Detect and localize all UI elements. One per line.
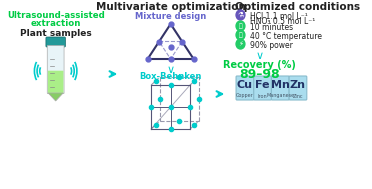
Circle shape: [236, 39, 245, 49]
Text: Mn: Mn: [271, 80, 290, 90]
Text: Box-Behnken: Box-Behnken: [140, 72, 202, 81]
Text: Zinc: Zinc: [293, 94, 303, 98]
FancyBboxPatch shape: [254, 76, 272, 100]
Text: Copper: Copper: [236, 94, 254, 98]
Text: HNO₃ 0.5 mol L⁻¹: HNO₃ 0.5 mol L⁻¹: [250, 17, 315, 26]
Text: Iron: Iron: [258, 94, 267, 98]
FancyBboxPatch shape: [47, 46, 64, 94]
Text: Optimized conditions: Optimized conditions: [235, 2, 360, 12]
Text: Multivariate optimization: Multivariate optimization: [96, 2, 246, 12]
FancyBboxPatch shape: [48, 71, 64, 93]
Text: 89–98: 89–98: [240, 68, 280, 81]
Text: Fe: Fe: [255, 80, 270, 90]
Circle shape: [236, 30, 245, 40]
Text: ⚡: ⚡: [238, 41, 243, 47]
Text: extraction: extraction: [31, 19, 81, 28]
Polygon shape: [48, 93, 63, 101]
Text: 🌡: 🌡: [238, 32, 242, 38]
FancyBboxPatch shape: [289, 76, 307, 100]
FancyBboxPatch shape: [272, 76, 289, 100]
Text: Recovery (%): Recovery (%): [224, 60, 296, 70]
Text: 90% power: 90% power: [250, 41, 293, 50]
Text: ⚗: ⚗: [237, 12, 244, 18]
Text: Cu: Cu: [237, 80, 253, 90]
FancyBboxPatch shape: [236, 76, 254, 100]
Text: Ultrasound-assisted: Ultrasound-assisted: [7, 11, 105, 20]
Text: HCl 1.1 mol L⁻¹: HCl 1.1 mol L⁻¹: [250, 12, 308, 21]
Text: Mixture design: Mixture design: [135, 12, 206, 21]
Text: 10 minutes: 10 minutes: [250, 23, 294, 32]
Circle shape: [236, 21, 245, 31]
Circle shape: [236, 10, 245, 20]
Text: ∨: ∨: [256, 51, 264, 61]
Text: ⏱: ⏱: [238, 23, 242, 29]
Text: Manganese: Manganese: [266, 94, 294, 98]
Text: 40 °C temperature: 40 °C temperature: [250, 32, 322, 41]
FancyBboxPatch shape: [46, 37, 65, 47]
Text: Plant samples: Plant samples: [20, 29, 92, 38]
Text: Zn: Zn: [290, 80, 306, 90]
Text: ∨: ∨: [167, 65, 175, 75]
